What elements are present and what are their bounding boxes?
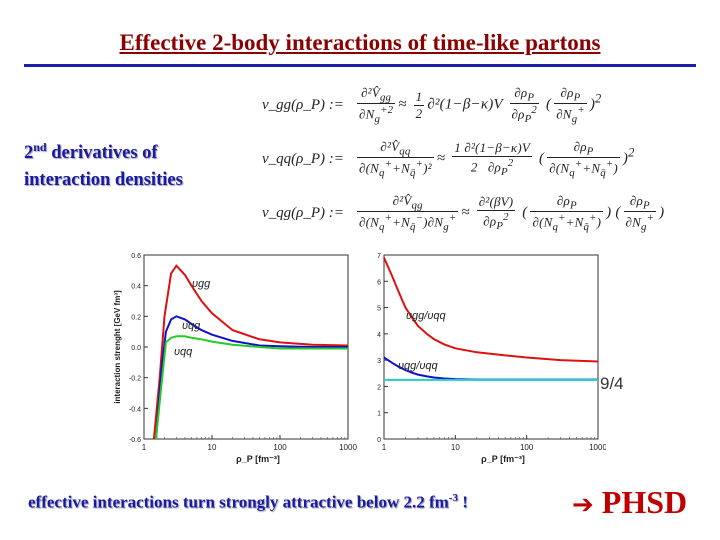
formula-rhs-gg: ∂²V̂gg ∂Ng+2 ≈ 1 2 ∂²(1−β−κ)V ∂ρP ∂ρP2 (∂ρP ∂N…: [357, 84, 602, 126]
arrow-right-icon: ➔: [572, 490, 594, 520]
series-label: υgg: [192, 278, 211, 290]
subtitle-ordinal: 2: [24, 143, 34, 164]
x-tick-label: 1: [382, 443, 387, 452]
formula-rhs-qg: ∂²V̂qg ∂(Nq++Nq̄−)∂Ng+ ≈ ∂²(βV) ∂ρP2 (∂ρP ∂(…: [357, 192, 665, 234]
x-tick-label: 1: [142, 443, 147, 452]
formula-lhs-qg: v_qg(ρ_P) :=: [262, 204, 344, 221]
series-line-3: [155, 335, 348, 440]
y-tick-label: -0.6: [129, 437, 141, 444]
ratio-annotation: 9/4: [600, 374, 624, 393]
x-tick-label: 100: [273, 443, 287, 452]
series-label: υgg/υqq: [406, 310, 447, 322]
series-label: υqq: [174, 346, 193, 358]
formula-lhs-gg: v_gg(ρ_P) :=: [262, 96, 344, 113]
y-axis-label: interaction strenght [GeV fm³]: [113, 290, 122, 404]
x-tick-label: 10: [208, 443, 217, 452]
interaction-strength-chart: 0.6 0.4 0.2 0.0 -0.2 -0.4 -0.61 10 100 1000 ρ_P [f…: [113, 253, 357, 464]
y-tick-label: 2: [377, 384, 381, 391]
y-tick-label: 3: [377, 358, 381, 365]
y-tick-label: 6: [377, 279, 381, 286]
y-tick-label: 1: [377, 411, 381, 418]
y-tick-label: 0.6: [131, 253, 141, 260]
phsd-callout: ➔ PHSD: [572, 484, 687, 521]
series-label: υqg/υqq: [398, 360, 439, 372]
x-axis-label: ρ_P [fm⁻³]: [236, 454, 280, 464]
conclusion-text: effective interactions turn strongly att…: [28, 492, 468, 513]
y-tick-label: 0: [377, 437, 381, 444]
series-label: υqg: [182, 320, 201, 332]
x-tick-label: 100: [520, 443, 534, 452]
formula-lhs-qq: v_qq(ρ_P) :=: [262, 150, 344, 167]
y-tick-label: -0.4: [129, 406, 141, 413]
y-tick-label: 0.2: [131, 314, 141, 321]
conclusion-main: effective interactions turn strongly att…: [28, 492, 449, 512]
x-tick-label: 10: [451, 443, 460, 452]
subtitle-line2: interaction densities: [24, 170, 183, 191]
phsd-label: PHSD: [601, 484, 688, 520]
plot-frame: [383, 254, 599, 440]
formula-row-qg: v_qg(ρ_P) := ∂²V̂qg ∂(Nq++Nq̄−)∂Ng+ ≈ ∂²(β…: [262, 190, 672, 236]
y-tick-label: 0.0: [131, 345, 141, 352]
series-line-1: [383, 257, 599, 363]
formula-row-gg: v_gg(ρ_P) := ∂²V̂gg ∂Ng+2 ≈ 1 2 ∂²(1−β−κ)V ∂…: [262, 82, 672, 128]
x-axis-label: ρ_P [fm⁻³]: [481, 454, 525, 464]
conclusion-end: !: [457, 492, 468, 512]
conclusion-sup: -3: [448, 492, 458, 504]
y-tick-label: 7: [377, 253, 381, 260]
subtitle-line1: derivatives of: [51, 143, 158, 164]
series-line-2: [155, 315, 348, 440]
x-tick-label: 1000: [339, 443, 357, 452]
formula-rhs-qq: ∂²V̂qq ∂(Nq++Nq̄+)² ≈ 1 ∂²(1−β−κ)V 2 ∂ρP2 (…: [357, 138, 635, 180]
subtitle-ordinal-sup: nd: [33, 140, 47, 154]
formula-image: v_gg(ρ_P) := ∂²V̂gg ∂Ng+2 ≈ 1 2 ∂²(1−β−κ)V ∂…: [262, 82, 672, 242]
subtitle: 2nd derivatives of interaction densities: [24, 134, 183, 194]
y-tick-label: 5: [377, 306, 381, 313]
slide-title: Effective 2-body interactions of time-li…: [119, 30, 601, 55]
formula-row-qq: v_qq(ρ_P) := ∂²V̂qq ∂(Nq++Nq̄+)² ≈ 1 ∂²(1−…: [262, 136, 672, 182]
title-rule: [24, 64, 696, 67]
x-tick-label: 1000: [589, 443, 606, 452]
y-tick-label: 4: [377, 332, 381, 339]
y-tick-label: 0.4: [131, 284, 141, 291]
y-tick-label: -0.2: [129, 376, 141, 383]
series-line-1: [152, 264, 349, 440]
